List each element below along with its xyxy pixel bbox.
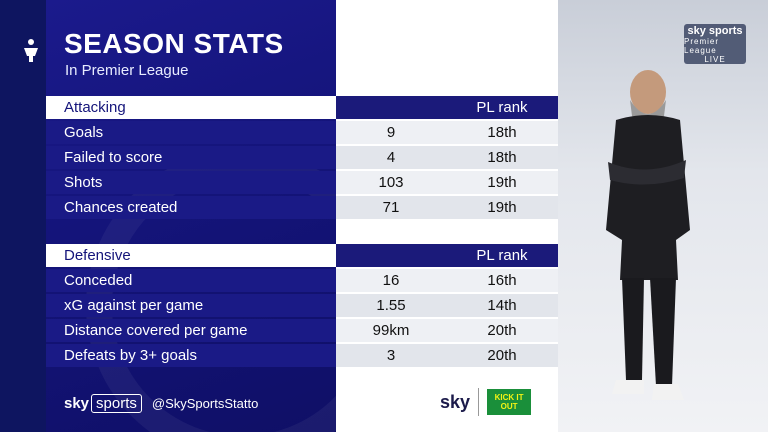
row-rank: 18th [487, 149, 517, 166]
row-rank: 16th [487, 272, 517, 289]
sky-sports-logo: sky sports [64, 394, 142, 413]
logo-divider [478, 388, 480, 416]
row-value: 9 [386, 124, 396, 141]
club-crest-icon [24, 39, 38, 62]
badge-league: Premier League [684, 36, 720, 55]
manager-photo [606, 70, 690, 400]
table-row: xG against per game 1.55 14th [46, 294, 558, 317]
sky-logo: sky [440, 391, 471, 412]
row-label: Conceded [46, 269, 336, 292]
row-label: Defeats by 3+ goals [46, 344, 336, 367]
table-row: Goals 9 18th [46, 121, 558, 144]
row-label: Failed to score [46, 146, 336, 169]
footer-branding: sky sports @SkySportsStatto [64, 394, 258, 413]
row-rank: 19th [487, 199, 517, 216]
rank-header: PL rank [476, 99, 528, 116]
row-rank: 19th [487, 174, 517, 191]
row-value: 4 [386, 149, 396, 166]
row-rank: 18th [487, 124, 517, 141]
badge-live: LIVE [704, 54, 726, 64]
social-handle: @SkySportsStatto [151, 396, 259, 411]
page-title: SEASON STATS [64, 28, 284, 59]
rank-header: PL rank [476, 247, 528, 264]
row-rank: 20th [487, 347, 517, 364]
row-label: Chances created [46, 196, 336, 219]
row-label: Shots [46, 171, 336, 194]
table-row: Defeats by 3+ goals 3 20th [46, 344, 558, 367]
row-value: 71 [382, 199, 400, 216]
kick-it-out-logo: KICK IT OUT [487, 389, 532, 415]
footer-partner-logos: sky KICK IT OUT [440, 388, 532, 416]
row-value: 16 [382, 272, 400, 289]
row-rank: 20th [487, 322, 517, 339]
section-header-defensive: Defensive PL rank [46, 244, 558, 267]
table-row: Conceded 16 16th [46, 269, 558, 292]
row-value: 103 [378, 174, 404, 191]
row-label: xG against per game [46, 294, 336, 317]
section-header-attacking: Attacking PL rank [46, 96, 558, 119]
row-label: Distance covered per game [46, 319, 336, 342]
table-row: Shots 103 19th [46, 171, 558, 194]
table-row: Chances created 71 19th [46, 196, 558, 219]
table-row: Distance covered per game 99km 20th [46, 319, 558, 342]
section-title: Defensive [46, 244, 336, 267]
section-title: Attacking [46, 96, 336, 119]
row-rank: 14th [487, 297, 517, 314]
badge-brand: sky sports [687, 24, 743, 37]
page-subtitle: In Premier League [65, 62, 189, 79]
broadcast-badge: sky sports Premier League LIVE [684, 24, 746, 64]
left-strip [0, 0, 46, 432]
row-label: Goals [46, 121, 336, 144]
row-value: 1.55 [376, 297, 406, 314]
row-value: 99km [372, 322, 410, 339]
table-row: Failed to score 4 18th [46, 146, 558, 169]
row-value: 3 [386, 347, 396, 364]
